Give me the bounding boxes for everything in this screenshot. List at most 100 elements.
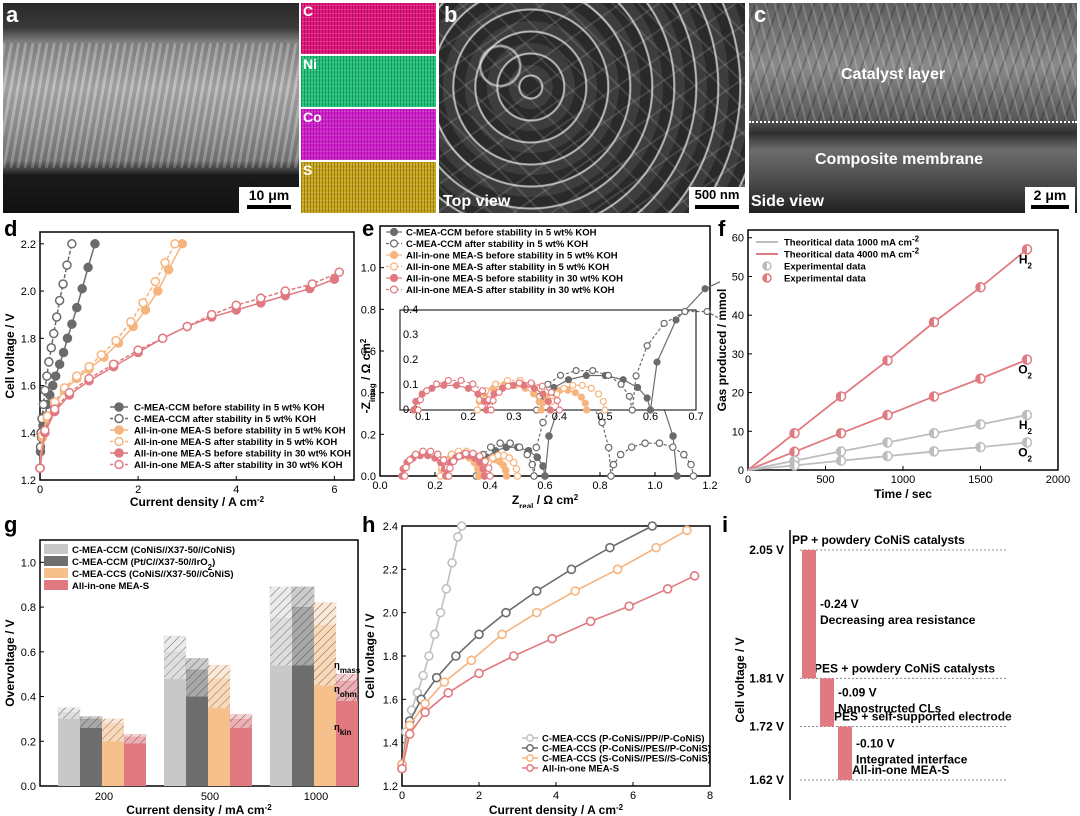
e-xtick-label: 1.2 <box>702 480 717 492</box>
f-legend-label: Theoritical data 4000 mA cm-2 <box>784 246 920 261</box>
d-ytick-label: 2.0 <box>21 286 36 298</box>
e-inset-series-point <box>643 394 651 402</box>
d-ytick-label: 1.6 <box>21 381 36 393</box>
h-point <box>585 616 596 627</box>
d-legend-marker <box>114 459 124 470</box>
g-category-label: 200 <box>95 791 113 803</box>
e-inset-series-point <box>599 397 607 406</box>
g-legend-label-part: All-in-one MEA-S <box>72 581 149 592</box>
g-bar-mass-hatch <box>80 716 102 719</box>
e-xtick-label: 0.4 <box>482 480 497 492</box>
d-point <box>150 276 161 287</box>
f-point-half <box>929 428 934 438</box>
panel-label-d: d <box>4 216 18 241</box>
f-ytick-label: 0 <box>738 465 744 477</box>
d-legend-marker <box>114 436 124 447</box>
f-legend-label-part: Experimental data <box>784 274 867 285</box>
g-ylabel-part: Overvoltage / V <box>3 619 17 706</box>
d-point <box>138 298 148 308</box>
e-inset-series-point <box>538 382 546 390</box>
f-xtick-label: 500 <box>816 474 834 486</box>
h-point <box>647 521 658 531</box>
g-bar-mass-hatch <box>314 602 336 625</box>
f-legend-label-part: -2 <box>912 246 920 255</box>
panel-label-b: b <box>444 2 458 27</box>
f-ytick-label: 20 <box>732 388 744 400</box>
g-bar-kin <box>208 707 230 786</box>
h-legend-marker <box>526 754 534 762</box>
e-ytick-label: 0.0 <box>361 471 376 483</box>
micrograph-b: Top view 500 nm <box>439 3 745 213</box>
e-series-point <box>455 452 463 460</box>
f-xtick-label: 2000 <box>1046 474 1070 486</box>
h-point <box>531 607 542 618</box>
i-ylabel: Cell voltage / V <box>733 637 747 722</box>
e-series-point <box>439 456 448 464</box>
e-inset-xtick-label: 0.3 <box>506 411 521 423</box>
h-point <box>466 655 477 666</box>
d-point <box>307 279 318 289</box>
f-ytick-label: 10 <box>732 426 744 438</box>
e-ytick-label: 0.6 <box>361 346 376 358</box>
g-legend-swatch <box>44 580 68 590</box>
e-inset-series-point <box>423 387 431 395</box>
e-series-point <box>406 456 414 464</box>
e-inset-series-point <box>625 392 633 400</box>
d-point <box>62 333 73 344</box>
eds-map-c: C <box>301 3 436 54</box>
h-point <box>456 521 467 531</box>
e-series-point <box>532 443 541 452</box>
h-xtick-label: 2 <box>476 790 482 802</box>
g-bar-kin <box>164 678 186 786</box>
e-inset-series-point <box>555 406 563 414</box>
g-bar-mass-hatch <box>336 674 358 681</box>
d-point <box>83 262 93 273</box>
e-inset-series-line <box>490 382 560 411</box>
h-point <box>547 633 557 644</box>
f-point-half <box>1022 355 1027 365</box>
f-point-half <box>1022 438 1027 448</box>
g-ytick-label: 0.2 <box>21 736 36 748</box>
i-step-bar <box>838 726 852 780</box>
e-inset-series-point <box>589 367 597 375</box>
e-inset-series-line <box>549 384 606 411</box>
e-inset-series-point <box>587 384 595 392</box>
e-series-point <box>641 439 649 447</box>
f-ytick-label: 40 <box>732 310 744 322</box>
e-legend-marker <box>389 285 399 294</box>
e-ytick-label: 0.8 <box>361 304 376 316</box>
e-series-point <box>539 418 547 427</box>
d-point <box>64 387 75 398</box>
e-ylabel-part: / Ω cm <box>359 343 373 383</box>
d-point <box>58 279 68 289</box>
e-series-point <box>530 472 538 480</box>
e-legend-label: C-MEA-CCM before stability in 5 wt% KOH <box>406 228 597 239</box>
g-bar-ohm-hatch <box>80 718 102 728</box>
d-ytick-label: 2.2 <box>21 239 36 251</box>
h-point <box>566 564 577 575</box>
e-ytick-label: 0.2 <box>361 429 376 441</box>
e-inset-series-line <box>631 310 720 411</box>
h-point <box>474 668 484 679</box>
e-series-point <box>604 443 613 452</box>
h-xtick-label: 8 <box>707 790 713 802</box>
eds-noise <box>301 162 436 213</box>
eds-label: S <box>303 162 313 178</box>
e-inset-series-point <box>473 406 482 414</box>
h-point <box>682 525 692 536</box>
d-legend-marker <box>114 413 124 424</box>
e-ylabel: -Zimag / Ω cm2 <box>359 338 377 413</box>
chart-h: 0 2 4 6 8 1.2 1.4 1.6 1.8 2.0 2.2 2.4 Current densit… <box>363 521 713 816</box>
g-bar-kin <box>270 665 292 786</box>
e-series-point <box>426 447 435 456</box>
i-step-text: Decreasing area resistance <box>820 613 976 627</box>
e-ylabel-part: -Z <box>359 402 373 413</box>
h-legend-marker <box>526 744 534 752</box>
d-point <box>50 371 61 381</box>
d-point <box>44 357 54 367</box>
f-point-half <box>976 374 981 384</box>
f-point-half <box>929 446 934 456</box>
f-xlabel: Time / sec <box>874 487 932 501</box>
g-legend-label-part: 2 <box>208 563 213 572</box>
i-step-delta: -0.24 V <box>820 597 859 611</box>
